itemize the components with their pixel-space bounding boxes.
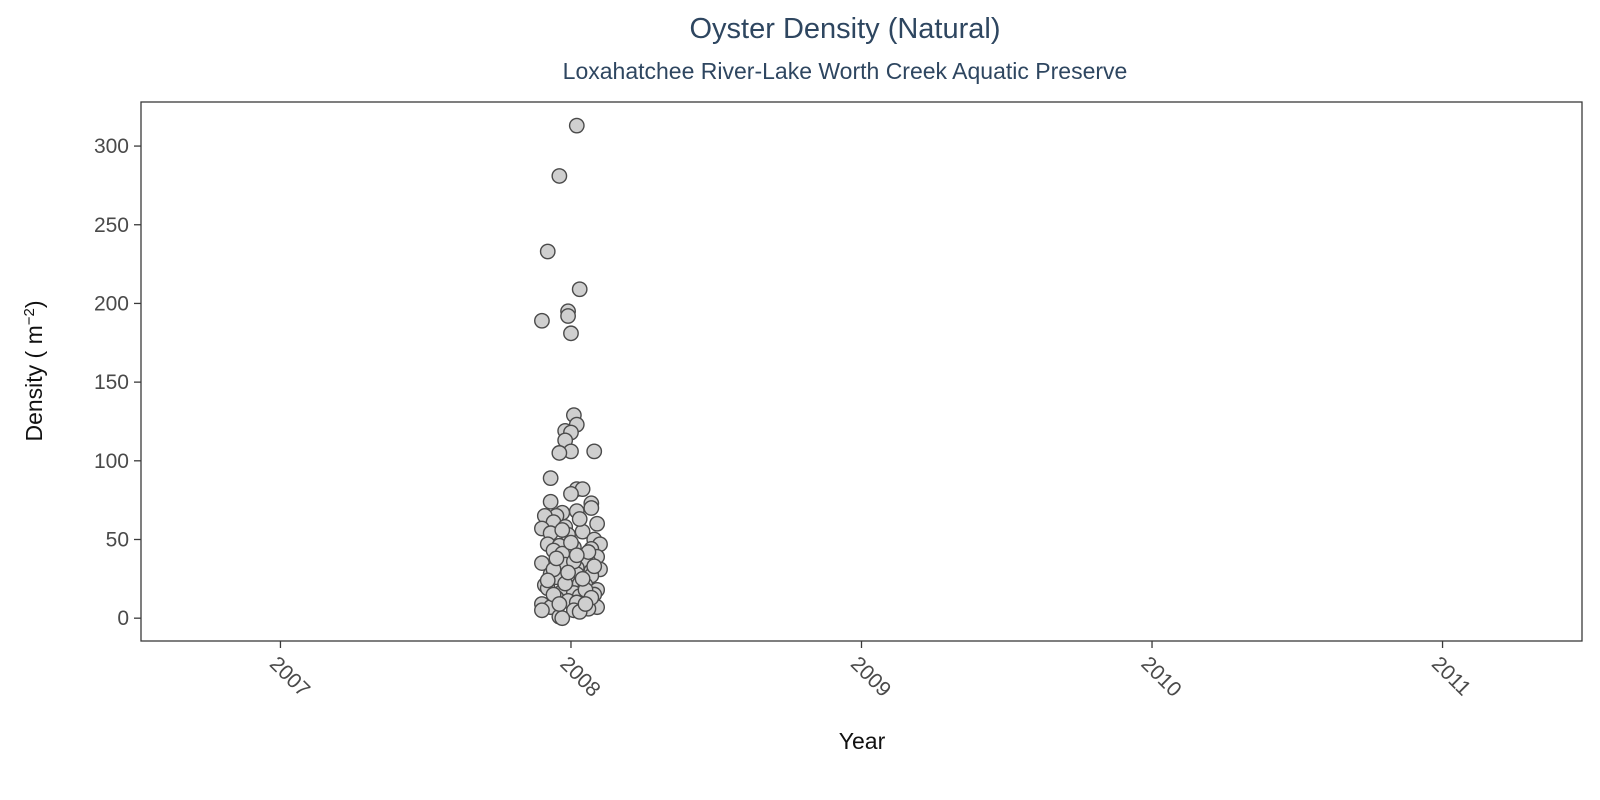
y-axis-title-base: Density ( m (21, 325, 47, 441)
y-axis-title-close: ) (21, 300, 47, 308)
data-point (534, 312, 550, 329)
y-axis: 0 50 100 150 200 250 300 (94, 135, 141, 630)
x-axis: 2007 2008 2009 2010 2011 (265, 641, 1475, 702)
x-tick-label: 2007 (265, 652, 314, 701)
data-point (563, 325, 579, 342)
data-point (554, 522, 571, 538)
data-point (571, 511, 588, 527)
data-point (589, 515, 606, 532)
y-tick-label: 0 (117, 607, 129, 630)
data-point (539, 243, 556, 260)
data-point (542, 493, 559, 510)
data-point (542, 470, 559, 487)
x-tick-label: 2010 (1136, 652, 1185, 701)
x-tick-label: 2011 (1427, 652, 1475, 700)
y-tick-label: 100 (94, 450, 129, 473)
y-axis-title-superscript: −2 (21, 308, 38, 325)
data-point (577, 596, 594, 612)
data-point (586, 443, 603, 460)
data-point (560, 564, 576, 581)
data-point (539, 572, 556, 589)
data-point (563, 534, 579, 551)
data-point (551, 596, 568, 612)
data-point (574, 570, 591, 587)
data-point (548, 550, 565, 567)
data-point (560, 308, 576, 324)
y-tick-label: 250 (94, 214, 129, 237)
data-point (551, 445, 568, 461)
x-tick-label: 2009 (846, 652, 895, 701)
y-tick-label: 150 (94, 371, 129, 394)
data-point (551, 168, 568, 184)
y-tick-label: 200 (94, 292, 129, 315)
data-point (534, 602, 550, 619)
x-axis-title: Year (839, 728, 886, 754)
y-axis-title: Density ( m−2) (21, 300, 48, 441)
y-tick-label: 300 (94, 135, 129, 158)
y-tick-label: 50 (106, 528, 129, 551)
plot-panel (140, 101, 1583, 642)
data-point (583, 500, 600, 516)
data-point (586, 558, 603, 575)
data-point (563, 485, 579, 502)
data-point (554, 610, 571, 627)
chart-title: Oyster Density (Natural) (689, 13, 1000, 45)
chart-subtitle: Loxahatchee River-Lake Worth Creek Aquat… (563, 58, 1128, 84)
data-point (568, 547, 585, 564)
data-point (571, 281, 588, 298)
x-tick-label: 2008 (555, 652, 604, 701)
data-points (534, 117, 608, 627)
data-point (568, 117, 585, 134)
